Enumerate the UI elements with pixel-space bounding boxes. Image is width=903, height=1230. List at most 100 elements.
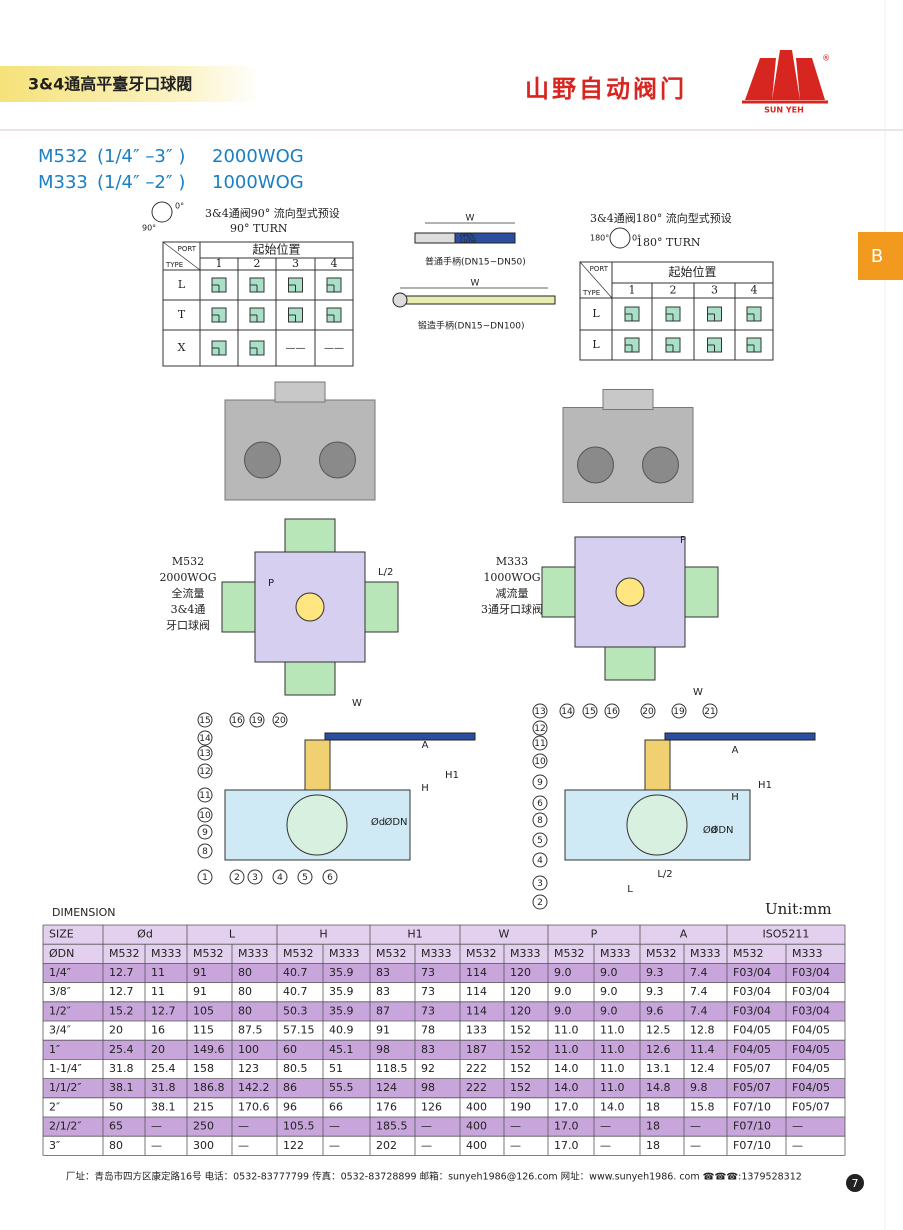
title-band [0, 66, 260, 102]
page-number: 7 [852, 1177, 859, 1190]
port-nut [541, 566, 579, 618]
table-cell: 176 [376, 1100, 397, 1113]
handle-text: OPEN [460, 234, 474, 240]
table-cell: F04/05 [792, 1043, 830, 1056]
table-cell: — [600, 1139, 611, 1152]
empty-cell: —— [286, 343, 306, 354]
valve-port [244, 441, 281, 479]
table-cell: 100 [238, 1043, 259, 1056]
table-cell: 91 [376, 1024, 390, 1037]
table-cell: 152 [510, 1081, 531, 1094]
table-cell: 118.5 [376, 1062, 408, 1075]
valve-stem [644, 739, 671, 791]
table-cell: 133 [466, 1024, 487, 1037]
table-cell: 57.15 [283, 1024, 315, 1037]
port-number: 4 [751, 284, 758, 297]
table-cell: F05/07 [792, 1100, 830, 1113]
callout-number: 9 [537, 778, 543, 788]
table-subheader: M333 [329, 947, 360, 960]
stem [615, 577, 645, 607]
callout-number: 14 [199, 734, 211, 744]
valve-port [577, 446, 614, 484]
callout [197, 763, 213, 779]
table-cell: 142.2 [238, 1081, 270, 1094]
callout-number: 14 [561, 707, 573, 717]
callout [197, 787, 213, 803]
table-cell: — [421, 1120, 432, 1133]
table-cell: 50.3 [283, 1004, 308, 1017]
table-cell: 87 [376, 1004, 390, 1017]
table-cell: 120 [510, 985, 531, 998]
table-cell: 105 [193, 1004, 214, 1017]
dim-label: W [693, 687, 703, 698]
table-cell: 158 [193, 1062, 214, 1075]
handle-pivot [392, 292, 408, 308]
callout-number: 9 [202, 828, 208, 838]
table-row [43, 1059, 845, 1079]
table-cell: 215 [193, 1100, 214, 1113]
table-cell: 1/2″ [49, 1004, 71, 1017]
turn-title: 3&4通阀180° 流向型式预设 [590, 211, 732, 225]
port-number: 2 [670, 284, 677, 297]
dim-label: H1 [758, 780, 772, 791]
callout [532, 774, 548, 790]
type-label: L [178, 278, 186, 291]
table-cell: 20 [109, 1024, 123, 1037]
table-cell: 86 [283, 1081, 297, 1094]
callout-number: 5 [302, 873, 308, 883]
table-cell: 17.0 [554, 1120, 579, 1133]
table-cell: 1/1/2″ [49, 1081, 82, 1094]
port-number: 1 [216, 257, 223, 270]
table-subheader: M532 [283, 947, 314, 960]
port-nut [284, 658, 336, 696]
table-cell: 87.5 [238, 1024, 263, 1037]
callout [532, 832, 548, 848]
logo-text: SUN YEH [764, 106, 804, 115]
table-cell: — [792, 1120, 803, 1133]
valve-handle [664, 732, 816, 741]
table-title: DIMENSION [52, 906, 116, 919]
table-cell: 105.5 [283, 1120, 315, 1133]
callout [671, 703, 687, 719]
port-nut [221, 581, 259, 633]
table-cell: 1″ [49, 1043, 60, 1056]
callout-number: 16 [231, 716, 243, 726]
table-row [43, 1117, 845, 1137]
port-number: 3 [292, 257, 299, 270]
table-subheader: M333 [151, 947, 182, 960]
table-cell: 12.6 [646, 1043, 671, 1056]
table-cell: 11.0 [600, 1081, 625, 1094]
callout [197, 745, 213, 761]
callout [640, 703, 656, 719]
table-cell: 11.0 [554, 1043, 579, 1056]
table-cell: — [151, 1139, 162, 1152]
type-label: T [178, 308, 186, 321]
table-cell: 80 [109, 1139, 123, 1152]
dial-label: 180° [590, 234, 609, 243]
table-cell: F04/05 [733, 1043, 771, 1056]
table-cell: 11.0 [600, 1062, 625, 1075]
table-cell: F04/05 [792, 1081, 830, 1094]
dim-label: P [268, 578, 274, 589]
callout [532, 720, 548, 736]
table-cell: 14.0 [554, 1081, 579, 1094]
callout-number: 11 [534, 739, 545, 749]
table-cell: 17.0 [554, 1139, 579, 1152]
table-cell: — [792, 1139, 803, 1152]
table-cell: 1-1/4″ [49, 1062, 82, 1075]
table-cell: 123 [238, 1062, 259, 1075]
table-cell: 9.0 [600, 1004, 618, 1017]
table-cell: 7.4 [690, 1004, 708, 1017]
type-header: TYPE [582, 289, 600, 297]
table-cell: 124 [376, 1081, 397, 1094]
table-cell: 11.0 [600, 1043, 625, 1056]
table-header: H1 [407, 928, 422, 941]
table-subheader: M333 [690, 947, 721, 960]
table-cell: 9.3 [646, 985, 664, 998]
callout [532, 735, 548, 751]
table-cell: 9.0 [554, 1004, 572, 1017]
callout-number: 11 [199, 791, 210, 801]
callout-number: 13 [199, 749, 210, 759]
table-cell: F07/10 [733, 1120, 771, 1133]
callout [197, 807, 213, 823]
